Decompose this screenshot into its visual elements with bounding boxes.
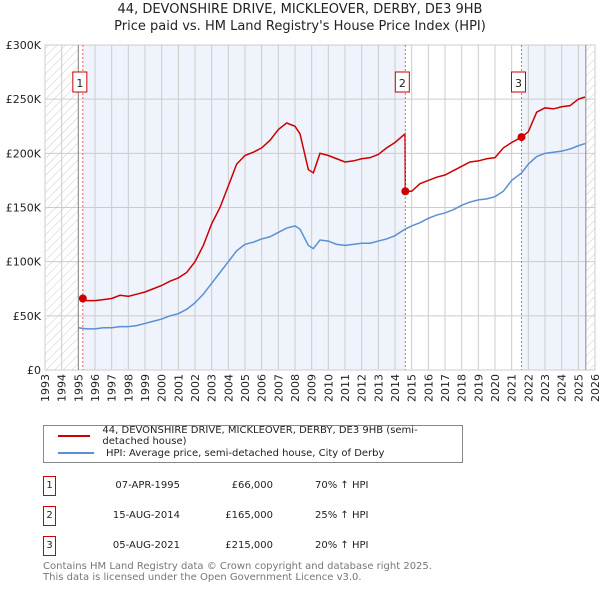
sale-date: 07-APR-1995 xyxy=(115,480,180,491)
chart-subtitle: Price paid vs. HM Land Registry's House … xyxy=(114,19,486,34)
x-tick-label: 2018 xyxy=(456,374,469,402)
legend-item-hpi: HPI: Average price, semi-detached house,… xyxy=(58,444,384,462)
sale-marker-label: 3 xyxy=(515,77,522,90)
hpi-line xyxy=(78,142,586,330)
x-tick-label: 2011 xyxy=(339,374,352,402)
y-tick-label: £0 xyxy=(27,364,41,377)
x-tick-label: 2019 xyxy=(472,374,485,402)
sale-marker-box xyxy=(511,71,526,93)
price-paid-line xyxy=(82,96,586,302)
x-tick-label: 2014 xyxy=(389,374,402,402)
sale-point xyxy=(78,294,87,303)
x-tick-label: 2016 xyxy=(422,374,435,402)
x-tick-label: 2000 xyxy=(156,374,169,402)
legend-label: HPI: Average price, semi-detached house,… xyxy=(106,447,385,459)
chart-title: 44, DEVONSHIRE DRIVE, MICKLEOVER, DERBY,… xyxy=(117,2,483,17)
x-tick-label: 2004 xyxy=(222,374,235,402)
sale-marker-label: 1 xyxy=(76,77,83,90)
sale-point xyxy=(517,133,526,142)
legend-swatch-blue xyxy=(58,452,94,454)
legend-label: 44, DEVONSHIRE DRIVE, MICKLEOVER, DERBY,… xyxy=(102,425,418,447)
y-tick-label: £300K xyxy=(6,39,42,52)
sale-point xyxy=(401,187,410,196)
marker-badge: 1 xyxy=(43,476,56,496)
x-tick-label: 2002 xyxy=(189,374,202,402)
x-tick-label: 2006 xyxy=(256,374,269,402)
x-tick-label: 1997 xyxy=(106,374,119,402)
x-tick-label: 2017 xyxy=(439,374,452,402)
y-tick-label: £250K xyxy=(6,93,42,106)
x-tick-label: 1996 xyxy=(89,374,102,402)
x-tick-label: 2005 xyxy=(239,374,252,402)
sale-price: £215,000 xyxy=(225,540,273,551)
hpi-diff: 25% ↑ HPI xyxy=(315,510,369,521)
y-tick-label: £150K xyxy=(6,202,42,215)
y-tick-label: £50K xyxy=(13,310,42,323)
price-chart: 1 2 3 1993 1994 1995 1996 1997 1998 1999 2000 2001 2… xyxy=(6,39,600,402)
x-tick-label: 2022 xyxy=(522,374,535,402)
x-tick-label: 2008 xyxy=(289,374,302,402)
legend-item-property: 44, DEVONSHIRE DRIVE, MICKLEOVER, DERBY,… xyxy=(58,425,462,447)
x-tick-label: 2025 xyxy=(572,374,585,402)
x-tick-label: 2003 xyxy=(206,374,219,402)
y-tick-label: £100K xyxy=(6,256,42,269)
x-tick-label: 2026 xyxy=(589,374,600,402)
x-tick-label: 1995 xyxy=(72,374,85,402)
x-tick-label: 1993 xyxy=(39,374,52,402)
footer-licence: This data is licensed under the Open Gov… xyxy=(43,572,362,583)
plot-border xyxy=(44,44,596,371)
sale-marker-box xyxy=(72,71,88,93)
hpi-diff: 70% ↑ HPI xyxy=(315,480,369,491)
x-tick-label: 2012 xyxy=(356,374,369,402)
x-tick-label: 1999 xyxy=(139,374,152,402)
x-tick-label: 2007 xyxy=(272,374,285,402)
legend: 44, DEVONSHIRE DRIVE, MICKLEOVER, DERBY,… xyxy=(43,425,463,463)
marker-badge: 3 xyxy=(43,536,56,556)
x-tick-label: 2001 xyxy=(172,374,185,402)
sale-marker-label: 2 xyxy=(399,77,406,90)
x-tick-label: 2010 xyxy=(322,374,335,402)
x-tick-label: 1998 xyxy=(122,374,135,402)
legend-swatch-red xyxy=(58,435,91,437)
x-tick-label: 2023 xyxy=(539,374,552,402)
footer-copyright: Contains HM Land Registry data © Crown c… xyxy=(43,561,432,572)
sale-date: 15-AUG-2014 xyxy=(112,510,180,521)
x-tick-label: 2020 xyxy=(489,374,502,402)
x-tick-label: 2009 xyxy=(306,374,319,402)
sale-date: 05-AUG-2021 xyxy=(112,540,180,551)
sale-price: £165,000 xyxy=(225,510,273,521)
hpi-diff: 20% ↑ HPI xyxy=(315,540,369,551)
x-tick-label: 2015 xyxy=(406,374,419,402)
x-tick-label: 2024 xyxy=(556,374,569,402)
x-tick-label: 2013 xyxy=(372,374,385,402)
y-tick-label: £200K xyxy=(6,147,42,160)
x-tick-label: 2021 xyxy=(506,374,519,402)
sale-price: £66,000 xyxy=(231,480,273,491)
x-tick-label: 1994 xyxy=(56,374,69,402)
sale-marker-box xyxy=(394,71,410,93)
marker-badge: 2 xyxy=(43,506,56,526)
